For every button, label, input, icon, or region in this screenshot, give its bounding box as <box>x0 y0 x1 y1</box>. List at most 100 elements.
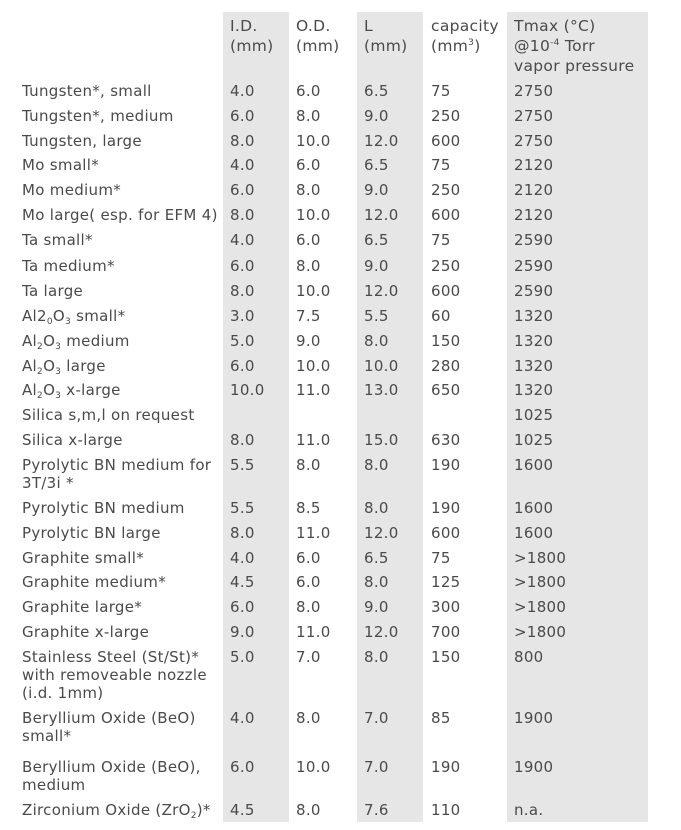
cell-od: 6.0 <box>296 156 321 174</box>
cell-tmax: 1025 <box>514 406 554 424</box>
cell-id: 4.0 <box>230 82 255 100</box>
cell-tmax: >1800 <box>514 573 567 591</box>
cell-tmax: >1800 <box>514 623 567 641</box>
cell-l: 10.0 <box>364 357 399 375</box>
cell-od: 8.5 <box>296 499 321 517</box>
cell-id: 3.0 <box>230 307 255 325</box>
cell-cap: 300 <box>431 598 461 616</box>
row-name: Beryllium Oxide (BeO) small* <box>22 709 196 745</box>
row-name: Pyrolytic BN large <box>22 524 161 542</box>
cell-tmax: 800 <box>514 648 544 666</box>
cell-id: 8.0 <box>230 524 255 542</box>
row-name: Stainless Steel (St/St)* with removeable … <box>22 648 207 702</box>
cell-id: 8.0 <box>230 132 255 150</box>
cell-tmax: 1600 <box>514 499 554 517</box>
cell-tmax: 2120 <box>514 181 554 199</box>
cell-cap: 125 <box>431 573 461 591</box>
cell-tmax: 1320 <box>514 381 554 399</box>
cell-cap: 190 <box>431 499 461 517</box>
cell-cap: 600 <box>431 206 461 224</box>
cell-od: 6.0 <box>296 549 321 567</box>
cell-id: 6.0 <box>230 107 255 125</box>
cell-tmax: 2120 <box>514 156 554 174</box>
cell-cap: 600 <box>431 282 461 300</box>
cell-od: 10.0 <box>296 282 331 300</box>
header-capacity: capacity (mm3) <box>431 17 499 55</box>
cell-id: 5.0 <box>230 648 255 666</box>
cell-l: 9.0 <box>364 107 389 125</box>
cell-cap: 650 <box>431 381 461 399</box>
cell-l: 12.0 <box>364 206 399 224</box>
cell-id: 4.5 <box>230 573 255 591</box>
row-name: Ta small* <box>22 231 93 249</box>
cell-id: 6.0 <box>230 181 255 199</box>
cell-cap: 190 <box>431 758 461 776</box>
row-name: Graphite small* <box>22 549 145 567</box>
cell-od: 6.0 <box>296 231 321 249</box>
row-name: Beryllium Oxide (BeO), medium <box>22 758 201 794</box>
cell-id: 4.5 <box>230 801 255 819</box>
cell-cap: 600 <box>431 132 461 150</box>
cell-tmax: 1600 <box>514 524 554 542</box>
cell-tmax: 1320 <box>514 307 554 325</box>
cell-cap: 75 <box>431 549 451 567</box>
cell-cap: 60 <box>431 307 451 325</box>
cell-od: 8.0 <box>296 456 321 474</box>
row-name: Al2O3 medium <box>22 332 130 352</box>
cell-l: 8.0 <box>364 573 389 591</box>
row-name: Ta large <box>22 282 84 300</box>
cell-tmax: >1800 <box>514 549 567 567</box>
row-name: Zirconium Oxide (ZrO2)* <box>22 801 211 821</box>
cell-tmax: 1320 <box>514 357 554 375</box>
cell-tmax: 2590 <box>514 231 554 249</box>
cell-tmax: 1025 <box>514 431 554 449</box>
cell-id: 4.0 <box>230 549 255 567</box>
row-name: Silica x-large <box>22 431 123 449</box>
header-l: L (mm) <box>364 17 408 55</box>
cell-cap: 75 <box>431 156 451 174</box>
cell-id: 8.0 <box>230 282 255 300</box>
cell-tmax: 2120 <box>514 206 554 224</box>
cell-id: 8.0 <box>230 206 255 224</box>
cell-od: 11.0 <box>296 431 331 449</box>
row-name: Pyrolytic BN medium for 3T/3i * <box>22 456 212 492</box>
cell-id: 6.0 <box>230 257 255 275</box>
cell-od: 11.0 <box>296 524 331 542</box>
column-band-l <box>357 12 423 822</box>
cell-tmax: 2750 <box>514 107 554 125</box>
cell-cap: 75 <box>431 231 451 249</box>
row-name: Ta medium* <box>22 257 115 275</box>
cell-l: 8.0 <box>364 499 389 517</box>
cell-od: 9.0 <box>296 332 321 350</box>
row-name: Graphite medium* <box>22 573 167 591</box>
cell-l: 12.0 <box>364 623 399 641</box>
cell-l: 8.0 <box>364 648 389 666</box>
cell-tmax: 2590 <box>514 257 554 275</box>
cell-cap: 85 <box>431 709 451 727</box>
cell-tmax: 2750 <box>514 132 554 150</box>
cell-od: 11.0 <box>296 381 331 399</box>
cell-od: 10.0 <box>296 206 331 224</box>
cell-l: 15.0 <box>364 431 399 449</box>
cell-od: 8.0 <box>296 107 321 125</box>
cell-tmax: 2750 <box>514 82 554 100</box>
cell-cap: 110 <box>431 801 461 819</box>
cell-id: 4.0 <box>230 709 255 727</box>
cell-id: 9.0 <box>230 623 255 641</box>
cell-od: 8.0 <box>296 801 321 819</box>
cell-od: 6.0 <box>296 82 321 100</box>
cell-cap: 150 <box>431 332 461 350</box>
cell-l: 6.5 <box>364 156 389 174</box>
cell-od: 6.0 <box>296 573 321 591</box>
cell-l: 7.6 <box>364 801 389 819</box>
row-name: Silica s,m,l on request <box>22 406 195 424</box>
column-band-id <box>223 12 289 822</box>
header-id: I.D. (mm) <box>230 17 274 55</box>
header-od: O.D. (mm) <box>296 17 340 55</box>
cell-od: 10.0 <box>296 357 331 375</box>
cell-l: 9.0 <box>364 598 389 616</box>
row-name: Mo large( esp. for EFM 4) <box>22 206 218 224</box>
cell-id: 5.5 <box>230 499 255 517</box>
cell-l: 7.0 <box>364 709 389 727</box>
cell-l: 9.0 <box>364 257 389 275</box>
